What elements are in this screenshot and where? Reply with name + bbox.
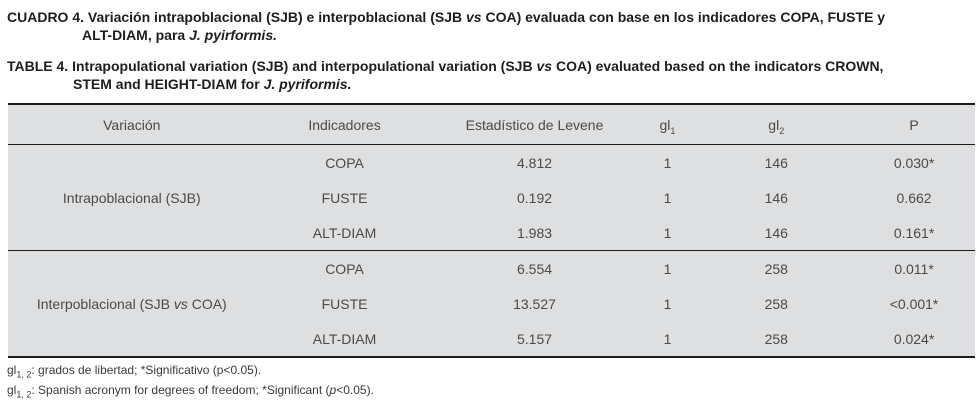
col-header-gl2: gl2 xyxy=(699,104,853,145)
header-row: Variación Indicadores Estadístico de Lev… xyxy=(8,104,975,145)
caption-en-text-3: STEM and HEIGHT-DIAM for xyxy=(73,76,264,92)
cell-gl2: 146 xyxy=(764,224,788,241)
col-header-variation: Variación xyxy=(103,116,161,133)
cell-gl2: 146 xyxy=(764,189,788,206)
caption-en-line1: TABLE 4. Intrapopulational variation (SJ… xyxy=(7,58,883,74)
cell-indicator: COPA xyxy=(325,154,364,171)
cell-gl1: 1 xyxy=(663,295,672,312)
footnotes: gl1, 2: grados de libertad; *Significati… xyxy=(7,363,980,400)
table-row: ALT-DIAM 5.157 1 258 0.024* xyxy=(8,321,975,357)
col-header-indicators: Indicadores xyxy=(308,116,381,133)
cell-levene: 0.192 xyxy=(516,189,553,206)
footnote-es-text: : grados de libertad; *Significativo (p<… xyxy=(31,363,262,377)
group-label-intra: Intrapoblacional (SJB) xyxy=(62,189,201,206)
footnote-en-p: p xyxy=(329,383,337,397)
table-row: Intrapoblacional (SJB) COPA 4.812 1 146 … xyxy=(8,145,975,206)
cell-gl2: 258 xyxy=(764,295,788,312)
caption-en-text-2: COA) evaluated based on the indicators C… xyxy=(552,58,884,74)
table-row: FUSTE 0.192 1 146 0.662 xyxy=(8,180,975,215)
cell-levene: 1.983 xyxy=(516,224,553,241)
cell-levene: 4.812 xyxy=(516,154,553,171)
group-intrapoblacional: Intrapoblacional (SJB) COPA 4.812 1 146 … xyxy=(8,145,975,251)
cell-indicator: COPA xyxy=(325,260,364,277)
footnote-en-gl-sub: 1, 2 xyxy=(16,389,32,400)
cell-indicator: ALT-DIAM xyxy=(312,224,377,241)
caption-es-line1: CUADRO 4. Variación intrapoblacional (SJ… xyxy=(7,9,885,25)
cell-levene: 5.157 xyxy=(516,330,553,347)
footnote-en-gl: gl xyxy=(7,383,17,397)
cell-p: 0.011* xyxy=(894,260,934,277)
table-row: Interpoblacional (SJB vs COA) COPA 6.554… xyxy=(8,251,975,312)
cell-p: 0.030* xyxy=(893,154,935,171)
footnote-es-gl-sub: 1, 2 xyxy=(16,369,32,380)
caption-es-vs: vs xyxy=(466,9,482,25)
cell-gl1: 1 xyxy=(663,330,672,347)
caption-es-species: J. pyirformis. xyxy=(189,27,277,43)
group-label-inter-vs: vs xyxy=(173,295,188,312)
gl2-base: gl xyxy=(768,116,780,133)
caption-en-species: J. pyriformis. xyxy=(263,76,352,92)
col-header-levene: Estadístico de Levene xyxy=(465,116,604,133)
cell-p: 0.161* xyxy=(893,224,935,241)
caption-es-text-3: ALT-DIAM, para xyxy=(82,27,190,43)
footnote-es: gl1, 2: grados de libertad; *Significati… xyxy=(7,363,980,380)
cell-gl2: 146 xyxy=(764,154,788,171)
cell-p: <0.001* xyxy=(889,295,939,312)
table-row: FUSTE 13.527 1 258 <0.001* xyxy=(8,286,975,321)
cell-indicator: ALT-DIAM xyxy=(312,330,377,347)
caption-es: CUADRO 4. Variación intrapoblacional (SJ… xyxy=(7,8,976,44)
group-label-inter-text-2: COA) xyxy=(187,295,227,312)
cell-gl1: 1 xyxy=(663,260,672,277)
cell-indicator: FUSTE xyxy=(321,189,368,206)
caption-en-label: TABLE 4. xyxy=(7,58,69,74)
cell-gl1: 1 xyxy=(663,189,672,206)
col-header-gl1: gl1 xyxy=(636,104,700,145)
group-label-inter: Interpoblacional (SJB vs COA) xyxy=(8,251,256,358)
caption-es-line2: ALT-DIAM, para J. pyirformis. xyxy=(82,27,277,43)
caption-en-line2: STEM and HEIGHT-DIAM for J. pyriformis. xyxy=(73,76,351,92)
cell-p: 0.662 xyxy=(896,189,932,206)
gl1-base: gl xyxy=(659,116,671,133)
footnote-en-text-1: : Spanish acronym for degrees of freedom… xyxy=(31,383,330,397)
cell-gl1: 1 xyxy=(663,224,672,241)
footnote-en: gl1, 2: Spanish acronym for degrees of f… xyxy=(7,383,980,400)
cell-gl2: 258 xyxy=(764,330,788,347)
gl1-sub: 1 xyxy=(670,125,676,136)
cell-p: 0.024* xyxy=(893,330,935,347)
group-label-inter-text-1: Interpoblacional (SJB xyxy=(36,295,174,312)
levene-table: Variación Indicadores Estadístico de Lev… xyxy=(8,103,975,358)
cell-gl1: 1 xyxy=(663,154,672,171)
table-row: ALT-DIAM 1.983 1 146 0.161* xyxy=(8,215,975,251)
gl2-sub: 2 xyxy=(779,125,785,136)
footnote-en-text-2: <0.05). xyxy=(336,383,374,397)
footnote-es-gl: gl xyxy=(7,363,17,377)
caption-en-text-1: Intrapopulational variation (SJB) and in… xyxy=(72,58,537,74)
cell-levene: 13.527 xyxy=(513,295,556,312)
group-interpoblacional: Interpoblacional (SJB vs COA) COPA 6.554… xyxy=(8,251,975,358)
caption-es-text-1: Variación intrapoblacional (SJB) e inter… xyxy=(87,9,466,25)
cell-levene: 6.554 xyxy=(516,260,553,277)
cell-indicator: FUSTE xyxy=(321,295,368,312)
caption-es-text-2: COA) evaluada con base en los indicadore… xyxy=(481,9,886,25)
table-header: Variación Indicadores Estadístico de Lev… xyxy=(8,104,975,145)
cell-gl2: 258 xyxy=(764,260,788,277)
col-header-p: P xyxy=(909,116,919,133)
caption-es-label: CUADRO 4. xyxy=(7,9,85,25)
caption-en: TABLE 4. Intrapopulational variation (SJ… xyxy=(7,57,976,93)
caption-en-vs: vs xyxy=(536,58,553,74)
